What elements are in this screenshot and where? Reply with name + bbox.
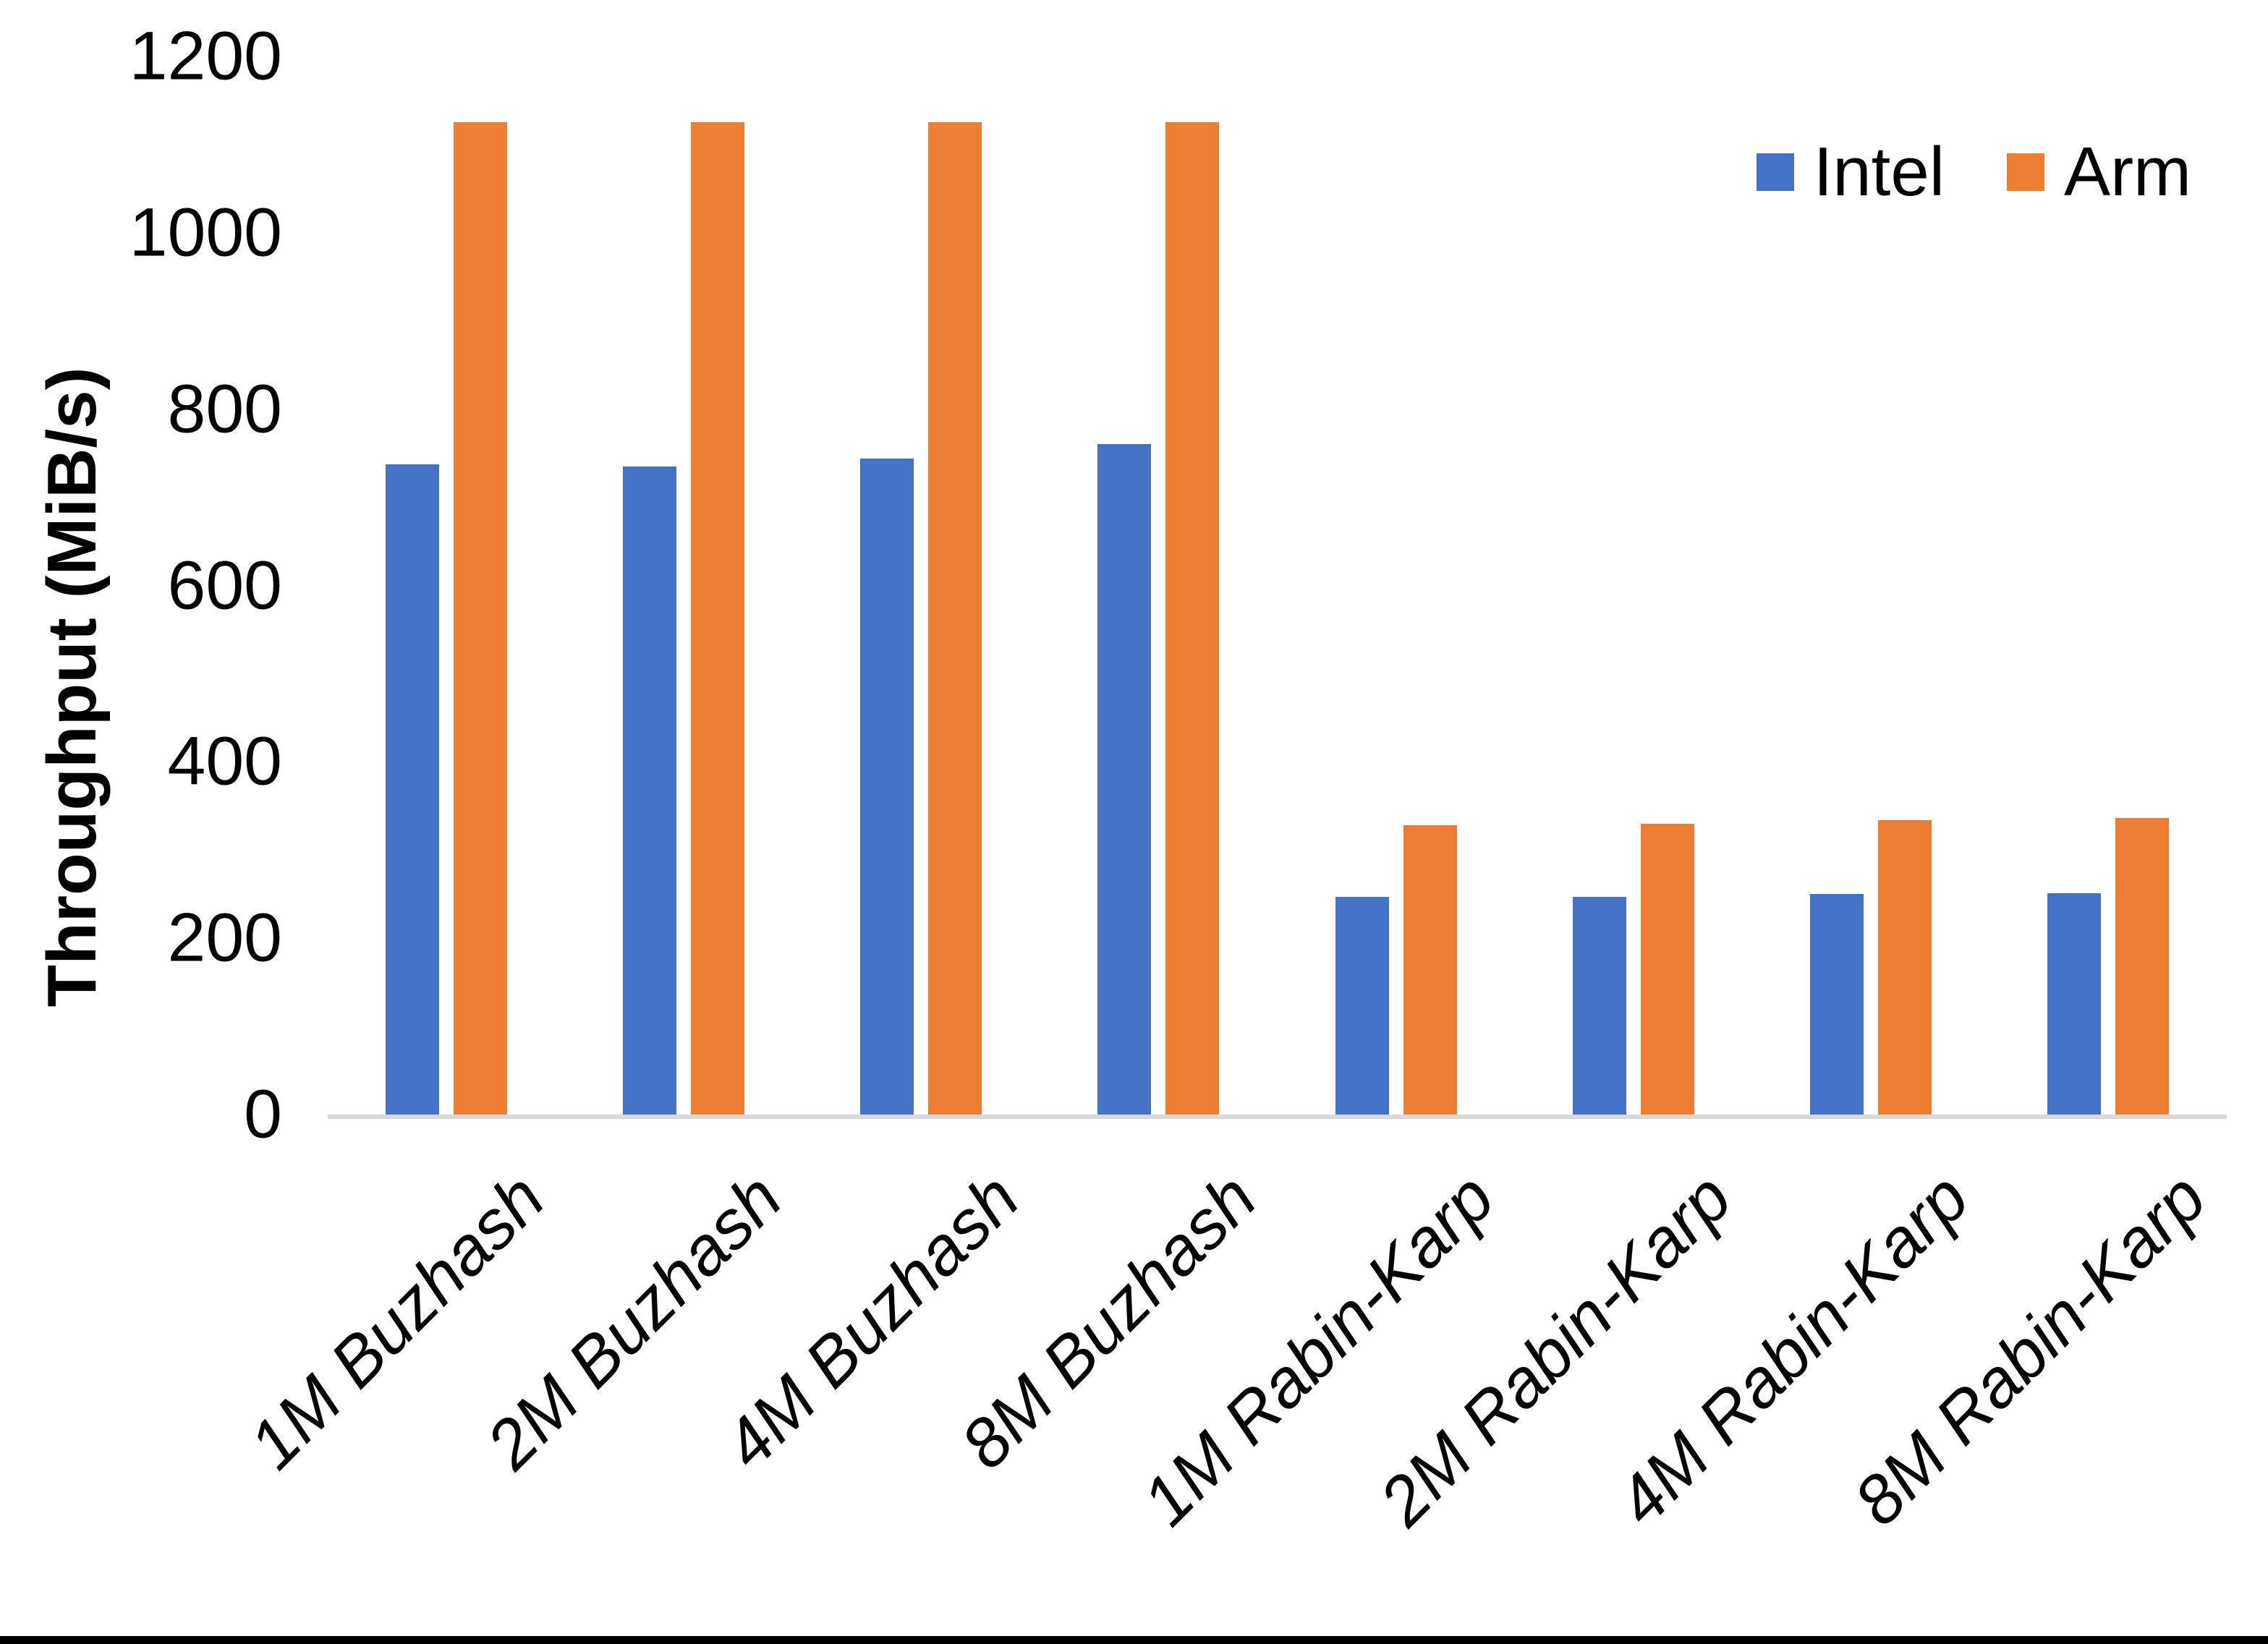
intel-bar	[860, 458, 914, 1115]
intel-bar	[1335, 896, 1389, 1115]
arm-bar	[1403, 825, 1457, 1115]
arm-bar	[2115, 818, 2169, 1115]
bar-group	[1989, 56, 2227, 1115]
legend-item-arm: Arm	[2007, 137, 2191, 207]
legend-swatch-intel-icon	[1756, 153, 1794, 191]
bar-group	[328, 56, 565, 1115]
arm-bar	[1165, 122, 1220, 1115]
arm-bar	[1640, 823, 1694, 1115]
y-tick-label: 800	[167, 370, 282, 448]
intel-bar	[1097, 444, 1152, 1115]
bottom-border	[0, 1636, 2268, 1644]
arm-bar	[1877, 819, 1932, 1115]
intel-bar	[1809, 894, 1864, 1115]
bar-group	[565, 56, 802, 1115]
bar-group	[1040, 56, 1277, 1115]
y-tick-label: 200	[167, 899, 282, 976]
legend-swatch-arm-icon	[2007, 153, 2045, 191]
y-tick-label: 1000	[129, 194, 282, 271]
legend-item-intel: Intel	[1756, 133, 1945, 210]
arm-bar	[928, 122, 982, 1115]
intel-bar	[386, 464, 440, 1115]
plot-area	[328, 56, 2227, 1119]
arm-bar	[454, 122, 508, 1115]
y-tick-label: 600	[167, 547, 282, 623]
bar-group	[802, 56, 1040, 1115]
intel-bar	[2047, 893, 2101, 1115]
bar-group	[1752, 56, 1989, 1115]
legend: Intel Arm	[1756, 133, 2191, 210]
bar-group	[1278, 56, 1515, 1115]
intel-bar	[623, 466, 677, 1115]
arm-bar	[691, 122, 745, 1115]
y-tick-label: 400	[167, 723, 282, 800]
intel-bar	[1572, 896, 1626, 1115]
legend-label-arm: Arm	[2064, 133, 2191, 210]
y-tick-label: 1200	[129, 17, 282, 95]
bar-group	[1515, 56, 1752, 1115]
legend-label-intel: Intel	[1813, 133, 1945, 210]
y-tick-label: 0	[244, 1076, 282, 1153]
